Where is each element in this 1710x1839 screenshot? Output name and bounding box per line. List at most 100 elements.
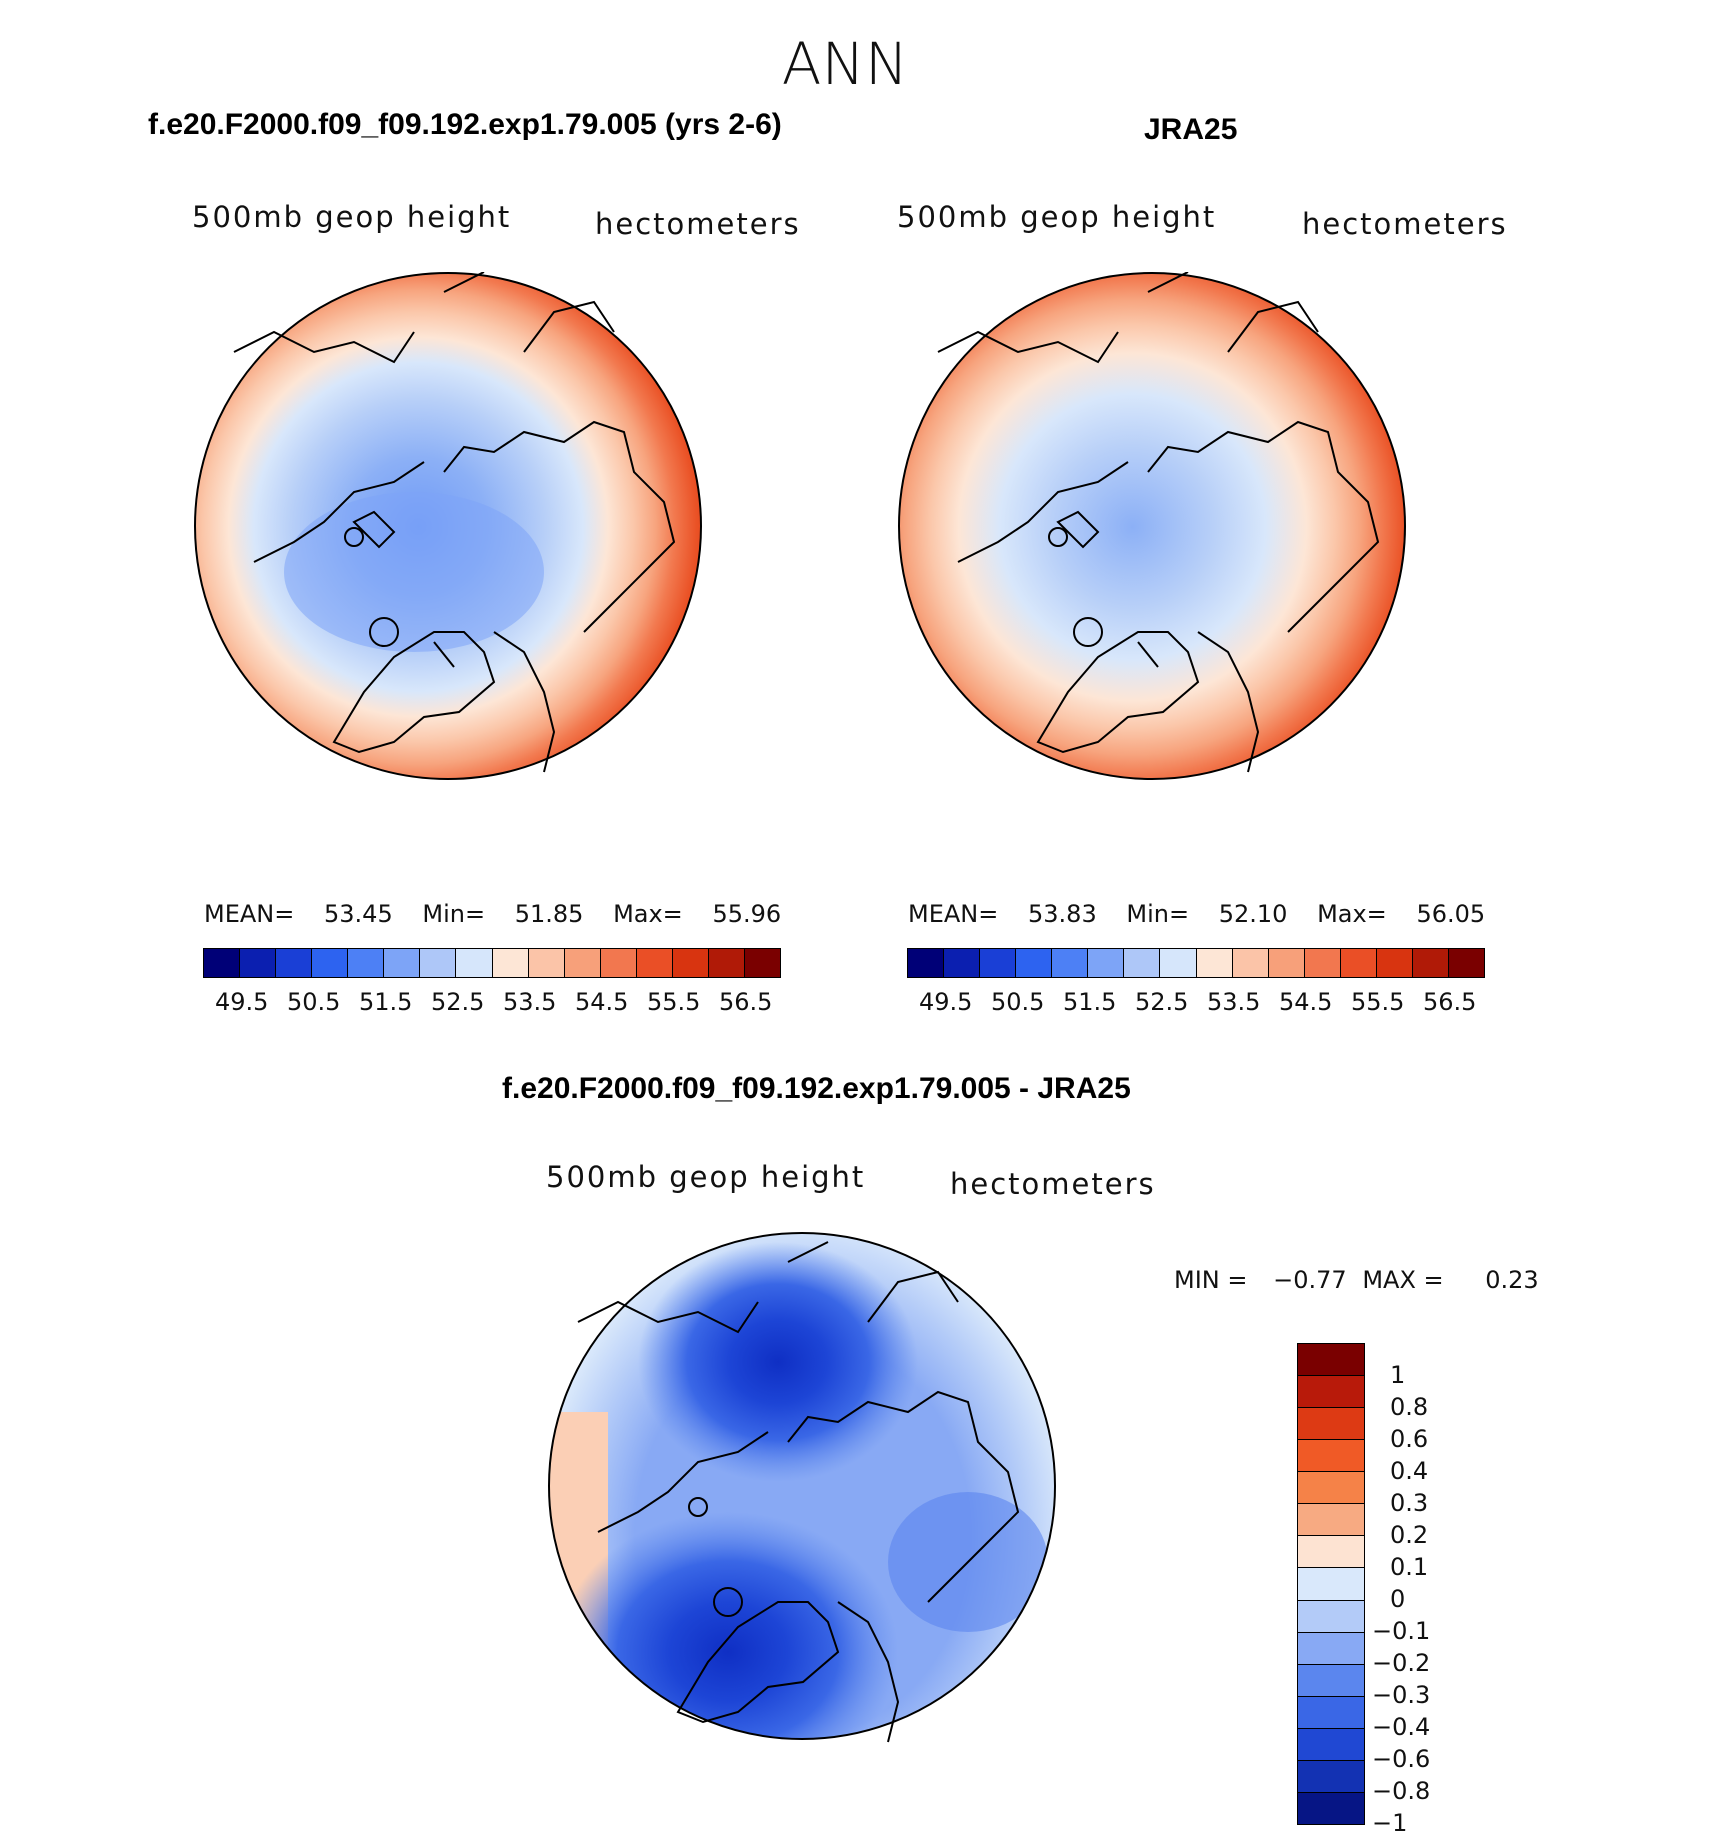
colorbar-swatch xyxy=(1298,1728,1364,1761)
variable-label-diff: 500mb geop height xyxy=(546,1160,866,1194)
colorbar-swatch xyxy=(980,949,1017,977)
colorbar-swatch xyxy=(1298,1568,1364,1601)
colorbar-tick-label: 55.5 xyxy=(1351,988,1405,1016)
mean-label: MEAN= xyxy=(204,900,295,928)
max-label: MAX = xyxy=(1362,1266,1444,1294)
mean-value: 53.83 xyxy=(1028,900,1097,928)
colorbar-swatch xyxy=(1232,949,1269,977)
colorbar-swatch xyxy=(1268,949,1305,977)
colorbar-swatch xyxy=(348,949,385,977)
min-value: 51.85 xyxy=(514,900,584,928)
colorbar-tick-label: 54.5 xyxy=(575,988,629,1016)
colorbar-swatch xyxy=(312,949,349,977)
colorbar-tick-label: 0.6 xyxy=(1390,1425,1429,1453)
colorbar-tick-label: 0.3 xyxy=(1390,1489,1429,1517)
colorbar-tick-label: 54.5 xyxy=(1279,988,1333,1016)
colorbar-swatch xyxy=(908,949,945,977)
polar-map-model xyxy=(194,272,702,780)
units-label-model: hectometers xyxy=(595,207,801,241)
colorbar-swatch xyxy=(1298,1504,1364,1537)
colorbar-swatch xyxy=(1298,1664,1364,1697)
colorbar-swatch xyxy=(636,949,673,977)
colorbar-tick-label: −0.2 xyxy=(1372,1649,1431,1677)
colorbar-swatch xyxy=(1298,1408,1364,1441)
colorbar-swatch xyxy=(528,949,565,977)
colorbar-swatch xyxy=(1304,949,1341,977)
page-title: ANN xyxy=(781,30,909,98)
stats-diff: MIN = −0.77 MAX = 0.23 xyxy=(1174,1266,1539,1294)
colorbar-ticks-diff: 1 0.8 0.6 0.4 0.3 0.2 0.1 0 −0.1 −0.2 −0.3 −0.4 −0.6… xyxy=(1372,1343,1472,1837)
colorbar-tick-label: 0.1 xyxy=(1390,1553,1429,1581)
max-label: Max= xyxy=(1317,900,1387,928)
min-value: −0.77 xyxy=(1273,1266,1347,1294)
colorbar-swatch xyxy=(456,949,493,977)
mean-label: MEAN= xyxy=(908,900,999,928)
polar-map-jra xyxy=(898,272,1406,780)
units-label-jra: hectometers xyxy=(1302,207,1508,241)
min-label: MIN = xyxy=(1174,1266,1248,1294)
colorbar-swatch xyxy=(744,949,780,977)
coastlines xyxy=(937,272,1380,773)
colorbar-swatch xyxy=(492,949,529,977)
colorbar-tick-label: 53.5 xyxy=(503,988,557,1016)
colorbar-swatch xyxy=(672,949,709,977)
min-label: Min= xyxy=(422,900,486,928)
colorbar-swatch xyxy=(1298,1632,1364,1665)
colorbar-tick-label: 1 xyxy=(1390,1361,1406,1389)
coastlines xyxy=(577,1241,1020,1743)
max-value: 55.96 xyxy=(712,900,782,928)
panel-title-model: f.e20.F2000.f09_f09.192.exp1.79.005 (yrs… xyxy=(148,108,782,141)
colorbar-tick-label: 0 xyxy=(1390,1585,1406,1613)
colorbar-tick-label: 50.5 xyxy=(287,988,341,1016)
colorbar-swatch xyxy=(1298,1376,1364,1409)
colorbar-swatch xyxy=(600,949,637,977)
max-value: 56.05 xyxy=(1416,900,1486,928)
colorbar-model xyxy=(203,948,781,978)
colorbar-swatch xyxy=(1298,1440,1364,1473)
colorbar-swatch xyxy=(1196,949,1233,977)
polar-map-diff xyxy=(548,1232,1056,1743)
colorbar-tick-label: 50.5 xyxy=(991,988,1045,1016)
mean-value: 53.45 xyxy=(324,900,393,928)
colorbar-tick-label: 52.5 xyxy=(431,988,485,1016)
colorbar-swatch xyxy=(420,949,457,977)
colorbar-swatch xyxy=(1448,949,1484,977)
colorbar-swatch xyxy=(944,949,981,977)
colorbar-swatch xyxy=(1160,949,1197,977)
colorbar-tick-label: 55.5 xyxy=(647,988,701,1016)
colorbar-swatch xyxy=(1298,1696,1364,1729)
colorbar-tick-label: 0.2 xyxy=(1390,1521,1429,1549)
colorbar-tick-label: 49.5 xyxy=(215,988,269,1016)
colorbar-swatch xyxy=(564,949,601,977)
colorbar-tick-label: −0.4 xyxy=(1372,1713,1431,1741)
stats-jra: MEAN= 53.83 Min= 52.10 Max= 56.05 xyxy=(908,900,1485,928)
colorbar-tick-label: −0.6 xyxy=(1372,1745,1431,1773)
colorbar-swatch xyxy=(1298,1792,1364,1824)
colorbar-ticks-jra: 49.5 50.5 51.5 52.5 53.5 54.5 55.5 56.5 xyxy=(907,988,1483,1018)
colorbar-tick-label: 0.8 xyxy=(1390,1393,1429,1421)
variable-label-jra: 500mb geop height xyxy=(897,200,1217,234)
colorbar-tick-label: −0.1 xyxy=(1372,1617,1431,1645)
colorbar-tick-label: −0.3 xyxy=(1372,1681,1431,1709)
colorbar-swatch xyxy=(1124,949,1161,977)
colorbar-swatch xyxy=(1298,1600,1364,1633)
colorbar-swatch xyxy=(1016,949,1053,977)
colorbar-tick-label: −1 xyxy=(1372,1809,1408,1837)
colorbar-tick-label: 51.5 xyxy=(1063,988,1117,1016)
colorbar-swatch xyxy=(1298,1344,1364,1377)
colorbar-tick-label: 53.5 xyxy=(1207,988,1261,1016)
colorbar-swatch xyxy=(240,949,277,977)
colorbar-swatch xyxy=(1412,949,1449,977)
panel-title-diff: f.e20.F2000.f09_f09.192.exp1.79.005 - JR… xyxy=(502,1072,1131,1105)
colorbar-swatch xyxy=(204,949,241,977)
max-value: 0.23 xyxy=(1485,1266,1539,1294)
colorbar-tick-label: 51.5 xyxy=(359,988,413,1016)
colorbar-swatch xyxy=(1340,949,1377,977)
min-value: 52.10 xyxy=(1218,900,1288,928)
colorbar-tick-label: 52.5 xyxy=(1135,988,1189,1016)
units-label-diff: hectometers xyxy=(950,1167,1156,1201)
colorbar-tick-label: −0.8 xyxy=(1372,1777,1431,1805)
min-label: Min= xyxy=(1126,900,1190,928)
colorbar-swatch xyxy=(1298,1536,1364,1569)
colorbar-swatch xyxy=(708,949,745,977)
